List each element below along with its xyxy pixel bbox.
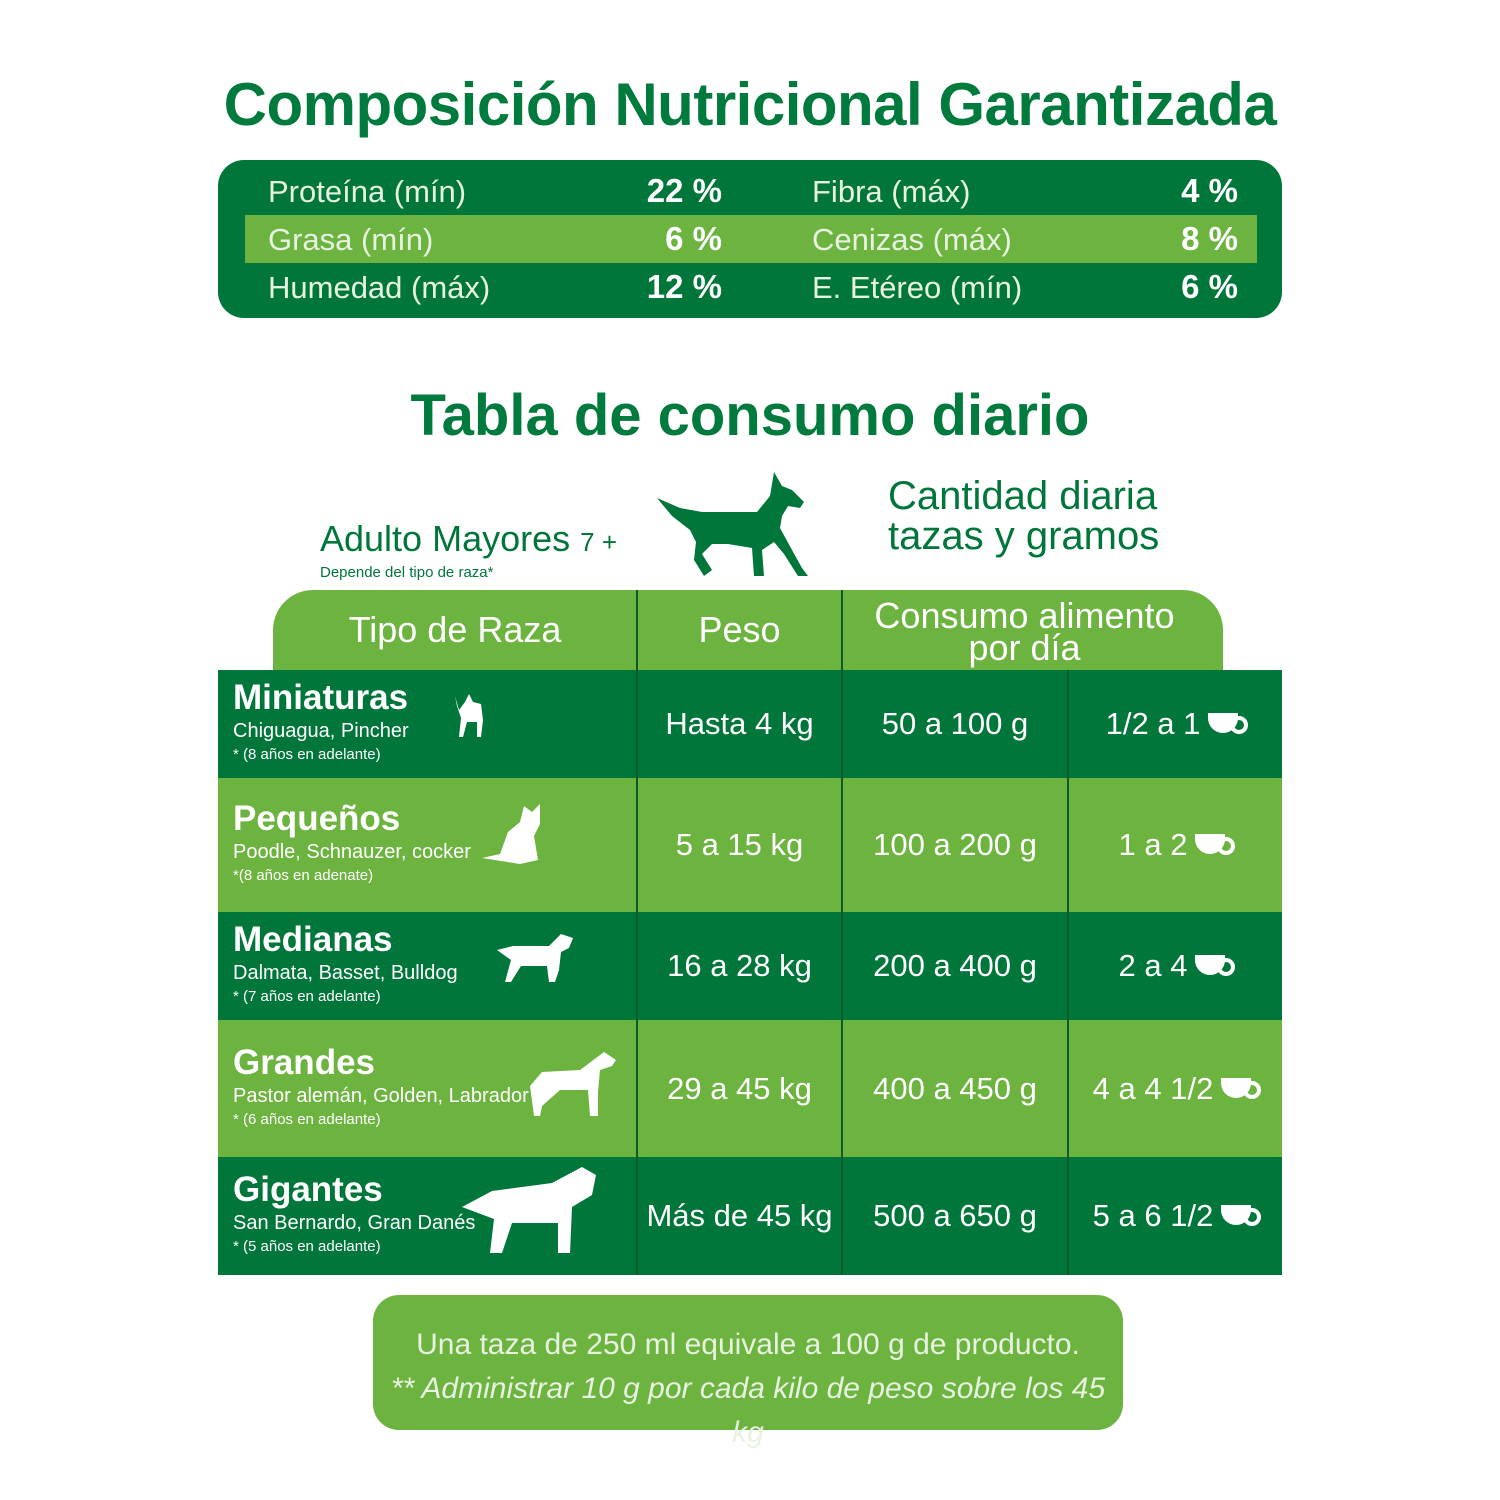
breed-age: * (6 años en adelante) <box>233 1110 381 1128</box>
segment-suffix: 7 + <box>580 527 618 557</box>
breed-type: Miniaturas <box>233 678 409 717</box>
table-header <box>273 590 1223 670</box>
weight-cell: 29 a 45 kg <box>667 1070 812 1106</box>
column-divider <box>1067 912 1069 1020</box>
nutrition-label: Proteína (mín) <box>268 174 467 209</box>
breed-age: * (7 años en adelante) <box>233 988 381 1005</box>
weight-cell: Hasta 4 kg <box>665 706 814 741</box>
column-divider <box>1067 778 1069 912</box>
nutrition-highlight-band <box>245 215 1257 263</box>
grams-cell: 200 a 400 g <box>873 948 1037 983</box>
table-row: Grandes Pastor alemán, Golden, Labrador … <box>218 1020 1282 1157</box>
cups-value: 1/2 a 1 <box>1105 706 1201 741</box>
header-consumption-line2: por día <box>968 627 1081 668</box>
boxer-icon <box>530 1052 616 1116</box>
saint-bernard-icon <box>462 1167 596 1253</box>
weight-cell: 5 a 15 kg <box>675 827 804 862</box>
column-divider <box>636 912 638 1020</box>
grams-cell: 50 a 100 g <box>881 706 1029 741</box>
column-divider <box>636 1020 638 1157</box>
breed-type: Gigantes <box>233 1170 383 1209</box>
nutrition-label: Humedad (máx) <box>268 270 491 305</box>
breed-age: * (5 años en adelante) <box>233 1238 381 1255</box>
cup-icon <box>1195 955 1236 977</box>
segment-label: Adulto Mayores 7 + <box>320 518 617 560</box>
cups-value: 1 a 2 <box>1118 827 1188 862</box>
header-breed: Tipo de Raza <box>348 609 562 650</box>
cups-cell: 1 a 2 <box>1068 778 1282 912</box>
cups-cell: 1/2 a 1 <box>1068 670 1282 778</box>
nutrition-value: 4 % <box>1181 172 1238 209</box>
column-divider <box>841 1157 843 1275</box>
cups-value: 5 a 6 1/2 <box>1092 1198 1214 1233</box>
column-divider <box>1067 670 1069 778</box>
grams-cell: 400 a 450 g <box>873 1070 1037 1106</box>
footer-line2: ** Administrar 10 g por cada kilo de pes… <box>390 1372 1106 1449</box>
grams-cell: 100 a 200 g <box>873 827 1037 862</box>
cup-icon <box>1195 834 1236 856</box>
segment-note: Depende del tipo de raza* <box>320 564 494 581</box>
nutrition-label: Fibra (máx) <box>812 174 971 209</box>
cups-cell: 5 a 6 1/2 <box>1068 1157 1282 1275</box>
footer-line1: Una taza de 250 ml equivale a 100 g de p… <box>416 1328 1080 1361</box>
nutrition-value: 8 % <box>1181 220 1238 257</box>
breed-examples: Poodle, Schnauzer, cocker <box>233 841 471 863</box>
header-divider <box>636 590 638 670</box>
breed-age: *(8 años en adenate) <box>233 867 374 884</box>
column-divider <box>841 670 843 778</box>
weight-cell: 16 a 28 kg <box>667 948 812 983</box>
column-divider <box>636 670 638 778</box>
quantity-label: Cantidad diaria tazas y gramos <box>888 476 1159 556</box>
grams-cell: 500 a 650 g <box>873 1198 1037 1233</box>
table-row: Pequeños Poodle, Schnauzer, cocker *(8 a… <box>218 778 1282 912</box>
breed-examples: Chiguagua, Pincher <box>233 720 409 742</box>
cups-value: 4 a 4 1/2 <box>1092 1070 1214 1106</box>
breed-type: Pequeños <box>233 799 401 838</box>
breed-age: * (8 años en adelante) <box>233 746 381 763</box>
breed-examples: Pastor alemán, Golden, Labrador <box>233 1084 529 1107</box>
column-divider <box>841 1020 843 1157</box>
doberman-icon <box>657 472 808 576</box>
column-divider <box>636 1157 638 1275</box>
nutrition-label: E. Etéreo (mín) <box>812 270 1023 305</box>
nutrition-value: 6 % <box>665 220 722 257</box>
footer-note: Una taza de 250 ml equivale a 100 g de p… <box>373 1295 1123 1449</box>
breed-type: Medianas <box>233 920 393 959</box>
table-row: Miniaturas Chiguagua, Pincher * (8 años … <box>218 670 1282 778</box>
spaniel-icon <box>497 934 573 982</box>
cups-value: 2 a 4 <box>1118 948 1188 983</box>
breed-examples: Dalmata, Basset, Bulldog <box>233 962 458 984</box>
breed-examples: San Bernardo, Gran Danés <box>233 1212 476 1234</box>
nutrition-label: Cenizas (máx) <box>812 222 1012 257</box>
nutrition-value: 22 % <box>646 172 722 209</box>
column-divider <box>841 778 843 912</box>
segment-name: Adulto Mayores <box>320 518 571 559</box>
cup-icon <box>1221 1205 1262 1227</box>
cups-cell: 4 a 4 1/2 <box>1068 1020 1282 1157</box>
header-consumption-line1: Consumo alimento <box>874 595 1175 636</box>
nutrition-value: 12 % <box>646 268 722 305</box>
header-divider <box>841 590 843 670</box>
table-row: Medianas Dalmata, Basset, Bulldog * (7 a… <box>218 912 1282 1020</box>
cup-icon <box>1221 1077 1262 1100</box>
column-divider <box>1067 1020 1069 1157</box>
weight-cell: Más de 45 kg <box>646 1198 833 1233</box>
quantity-label-line1: Cantidad diaria <box>888 474 1158 518</box>
cup-icon <box>1208 713 1249 735</box>
chihuahua-icon <box>455 694 483 737</box>
nutrition-value: 6 % <box>1181 268 1238 305</box>
nutrition-title: Composición Nutricional Garantizada <box>223 71 1277 138</box>
cups-cell: 2 a 4 <box>1068 912 1282 1020</box>
header-weight: Peso <box>698 609 781 650</box>
small-dog-icon <box>482 804 540 864</box>
table-title: Tabla de consumo diario <box>410 383 1090 448</box>
column-divider <box>1067 1157 1069 1275</box>
column-divider <box>841 912 843 1020</box>
nutrition-label: Grasa (mín) <box>268 222 434 257</box>
breed-type: Grandes <box>233 1042 375 1082</box>
quantity-label-line2: tazas y gramos <box>888 514 1160 558</box>
table-row: Gigantes San Bernardo, Gran Danés * (5 a… <box>218 1157 1282 1275</box>
column-divider <box>636 778 638 912</box>
header-consumption: Consumo alimento por día <box>842 595 1207 668</box>
